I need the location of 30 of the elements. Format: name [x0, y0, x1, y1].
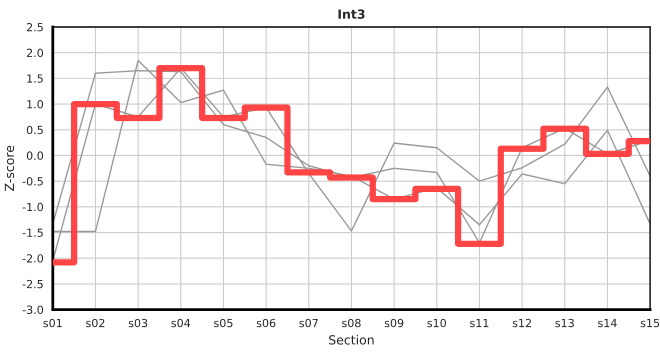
x-tick-label: s01 — [43, 318, 62, 328]
x-tick-label: s02 — [86, 318, 104, 328]
y-tick-label: 2.0 — [26, 48, 44, 58]
x-tick-label: s05 — [214, 318, 232, 328]
y-tick-label: 2.5 — [26, 22, 43, 32]
y-tick-label: -3.0 — [22, 306, 44, 314]
y-tick-label: -2.0 — [22, 254, 44, 263]
y-tick-label: 1.0 — [27, 100, 44, 108]
y-tick-label: 1.5 — [27, 74, 43, 83]
x-tick-label: s15 — [640, 318, 660, 328]
x-tick-label: s10 — [427, 318, 446, 328]
y-axis-title: Z-score — [4, 146, 14, 191]
x-tick-label: s03 — [128, 318, 148, 328]
y-tick-label: -1.0 — [22, 202, 44, 212]
x-tick-label: s12 — [512, 318, 531, 328]
x-tick-label: s08 — [342, 318, 361, 328]
x-tick-label: s13 — [555, 318, 574, 328]
x-tick-label: s04 — [171, 318, 190, 328]
x-tick-label: s14 — [598, 318, 617, 328]
x-tick-label: s06 — [256, 318, 276, 328]
y-tick-label: 0.5 — [26, 126, 43, 134]
y-tick-label: -1.5 — [22, 228, 43, 237]
x-tick-label: s07 — [299, 318, 318, 328]
x-tick-label: s09 — [384, 318, 404, 328]
y-tick-label: -0.5 — [22, 177, 43, 186]
y-tick-label: 0.0 — [26, 151, 44, 160]
chart-title: Int3 — [338, 9, 365, 19]
x-axis-title: Section — [329, 334, 374, 345]
y-tick-label: -2.5 — [22, 280, 43, 288]
x-tick-label: s11 — [470, 318, 488, 328]
